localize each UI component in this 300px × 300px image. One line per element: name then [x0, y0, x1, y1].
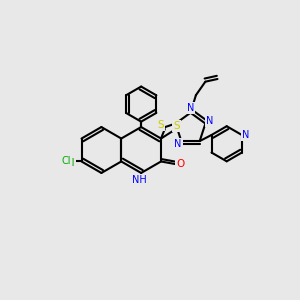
- Text: N: N: [242, 130, 250, 140]
- Text: N: N: [206, 116, 213, 126]
- Text: N: N: [187, 103, 194, 113]
- Text: S: S: [158, 121, 164, 130]
- Text: NH: NH: [132, 175, 147, 185]
- Text: N: N: [174, 139, 182, 149]
- Text: Cl: Cl: [66, 158, 76, 168]
- Text: Cl: Cl: [62, 157, 71, 166]
- Text: O: O: [176, 159, 184, 169]
- Text: S: S: [173, 121, 180, 131]
